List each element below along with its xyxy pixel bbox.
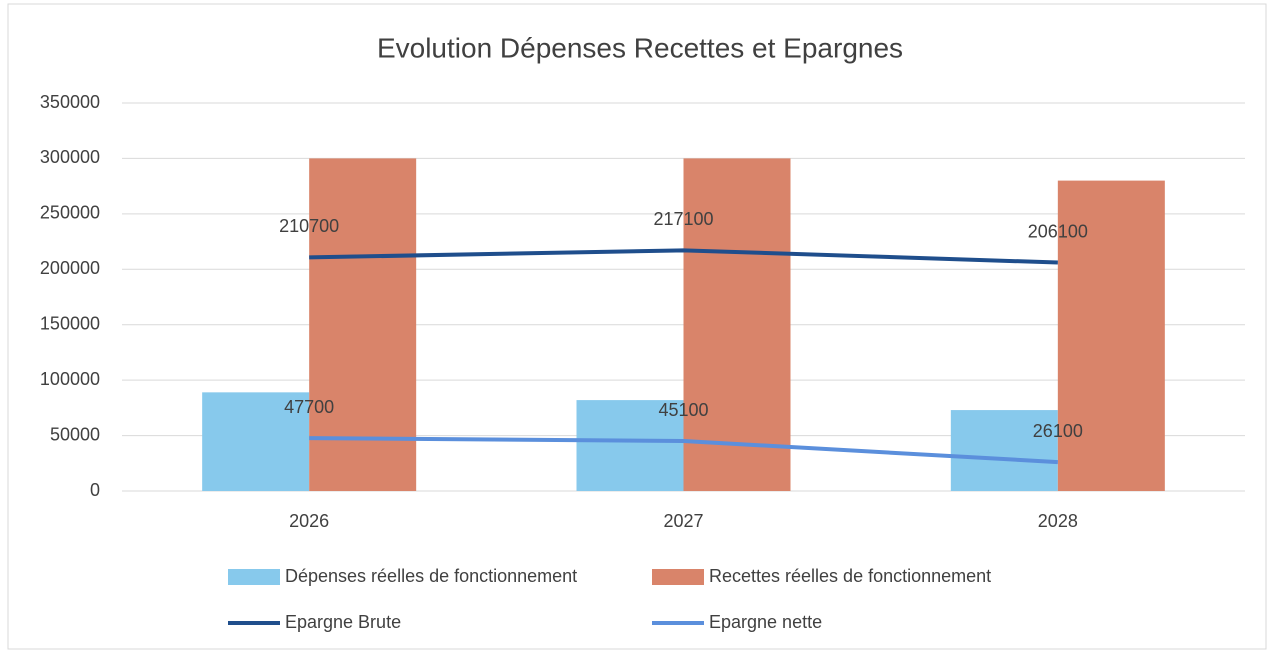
bar	[202, 392, 310, 491]
y-tick-label: 150000	[40, 313, 100, 333]
data-label: 26100	[1033, 421, 1083, 441]
bar	[309, 158, 417, 491]
legend-label: Epargne nette	[709, 612, 822, 632]
line	[309, 248, 1058, 265]
y-tick-label: 350000	[40, 92, 100, 112]
y-tick-label: 300000	[40, 147, 100, 167]
data-label: 45100	[658, 400, 708, 420]
bar	[950, 410, 1058, 491]
data-label: 206100	[1028, 221, 1088, 241]
y-tick-label: 250000	[40, 203, 100, 223]
bar	[576, 400, 684, 491]
y-tick-label: 100000	[40, 369, 100, 389]
legend-swatch	[652, 569, 704, 585]
legend-swatch	[228, 569, 280, 585]
legend-label: Dépenses réelles de fonctionnement	[285, 566, 577, 586]
x-tick-label: 2028	[1038, 511, 1078, 531]
data-label: 210700	[279, 216, 339, 236]
bar	[1057, 180, 1165, 491]
x-tick-label: 2026	[289, 511, 329, 531]
data-label: 47700	[284, 397, 334, 417]
y-tick-label: 50000	[50, 424, 100, 444]
legend-label: Epargne Brute	[285, 612, 401, 632]
line	[309, 436, 1058, 465]
x-tick-label: 2027	[663, 511, 703, 531]
legend-label: Recettes réelles de fonctionnement	[709, 566, 991, 586]
bar	[683, 158, 791, 491]
chart-title: Evolution Dépenses Recettes et Epargnes	[377, 32, 903, 63]
y-tick-label: 200000	[40, 258, 100, 278]
data-label: 217100	[653, 209, 713, 229]
y-tick-label: 0	[90, 480, 100, 500]
chart-border	[7, 3, 1267, 650]
